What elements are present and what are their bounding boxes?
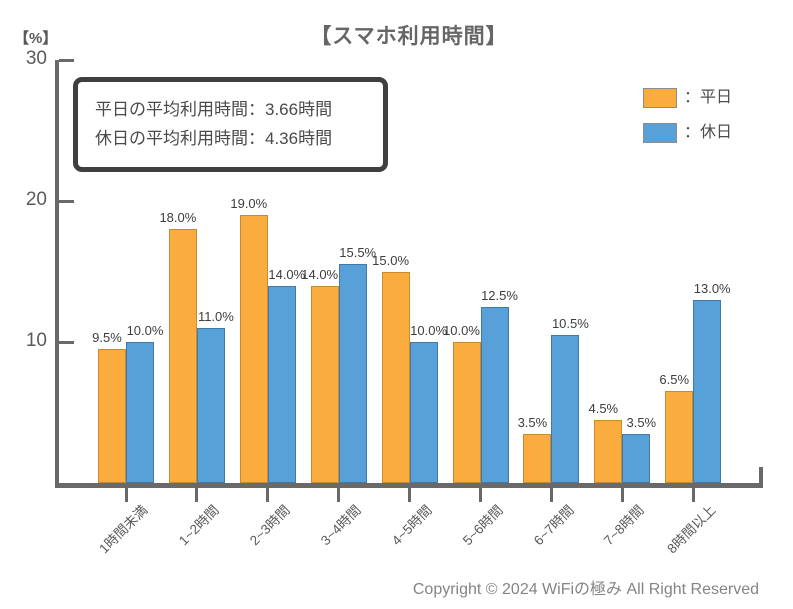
bar-value-label: 9.5%: [92, 330, 122, 346]
x-tick: [549, 488, 553, 502]
x-tick: [620, 488, 624, 502]
average-usage-annotation-box: 平日の平均利用時間：3.66時間 休日の平均利用時間：4.36時間: [73, 77, 388, 172]
bar-value-label: 10.0%: [126, 323, 164, 338]
bar-weekday: [594, 419, 623, 483]
y-tick-label: 20: [25, 189, 47, 210]
bar-value-label: 10.5%: [551, 315, 589, 331]
bar-holiday: [267, 285, 296, 483]
x-category-label: 2~3時間: [246, 502, 293, 549]
bar-holiday: [551, 334, 580, 483]
bar-value-label: 19.0%: [230, 196, 268, 212]
x-category-label: 7~8時間: [601, 502, 648, 549]
bar-value-label: 18.0%: [159, 210, 197, 226]
bar-value-label: 6.5%: [659, 372, 690, 388]
bar-holiday: [622, 433, 651, 483]
x-tick: [195, 488, 199, 502]
bar-value-label: 3.5%: [626, 414, 657, 430]
weekday-average-text: 平日の平均利用時間：3.66時間: [95, 100, 333, 119]
x-tick: [479, 488, 482, 502]
x-axis-end-tick: [759, 467, 763, 483]
bar-value-label: 14.0%: [301, 266, 339, 282]
x-tick: [408, 488, 412, 502]
bar-weekday: [239, 215, 268, 483]
weekday-color-swatch: [643, 88, 677, 108]
y-tick-label: 30: [25, 48, 47, 69]
bar-holiday: [480, 306, 509, 483]
bar-weekday: [665, 391, 694, 483]
bar-holiday: [196, 327, 225, 483]
x-category-label: 8時間以上: [663, 502, 719, 557]
y-tick-label: 10: [25, 330, 47, 351]
bar-value-label: 15.5%: [339, 245, 377, 261]
legend-item-weekday: ：平日: [643, 88, 732, 108]
bar-value-label: 10.0%: [410, 323, 448, 338]
legend-label-holiday: ：休日: [684, 124, 733, 141]
y-axis-line: [55, 60, 59, 488]
x-category-label: 3~4時間: [317, 502, 364, 549]
y-tick: [59, 200, 74, 203]
bar-value-label: 12.5%: [481, 287, 518, 303]
x-category-label: 1~2時間: [175, 502, 222, 549]
bar-holiday: [693, 299, 722, 483]
bar-value-label: 14.0%: [268, 266, 306, 282]
bar-weekday: [310, 285, 339, 483]
bar-value-label: 4.5%: [588, 400, 619, 416]
y-axis-unit-label: 【%】: [14, 30, 58, 47]
bar-holiday: [409, 342, 438, 483]
x-category-label: 4~5時間: [388, 502, 435, 549]
y-tick: [59, 59, 74, 62]
bar-weekday: [381, 271, 410, 483]
x-tick: [266, 488, 270, 502]
legend-item-holiday: ：休日: [643, 123, 732, 143]
bar-value-label: 15.0%: [372, 252, 410, 268]
holiday-average-text: 休日の平均利用時間：4.36時間: [95, 129, 333, 148]
x-category-label: 5~6時間: [459, 502, 506, 549]
x-category-label: 1時間未満: [96, 502, 151, 557]
bar-weekday: [168, 229, 197, 483]
x-tick: [691, 488, 695, 502]
legend: ：平日 ：休日: [643, 88, 732, 158]
x-category-label: 6~7時間: [530, 502, 577, 549]
legend-label-weekday: ：平日: [684, 89, 733, 106]
bar-value-label: 3.5%: [517, 414, 548, 430]
chart-title: 【スマホ利用時間】: [310, 25, 508, 48]
x-axis-line: [55, 483, 763, 488]
bar-weekday: [452, 342, 481, 483]
bar-value-label: 10.0%: [443, 323, 480, 338]
bar-holiday: [126, 342, 154, 483]
bar-value-label: 13.0%: [693, 280, 731, 296]
bar-weekday: [523, 433, 552, 483]
bar-holiday: [338, 264, 367, 483]
y-tick: [59, 341, 74, 344]
holiday-color-swatch: [643, 123, 677, 143]
bar-weekday: [98, 349, 126, 483]
x-tick: [337, 488, 341, 502]
x-tick: [124, 488, 128, 502]
bar-value-label: 11.0%: [197, 308, 234, 324]
copyright-text: Copyright © 2024 WiFiの極み All Right Reser…: [412, 581, 759, 598]
